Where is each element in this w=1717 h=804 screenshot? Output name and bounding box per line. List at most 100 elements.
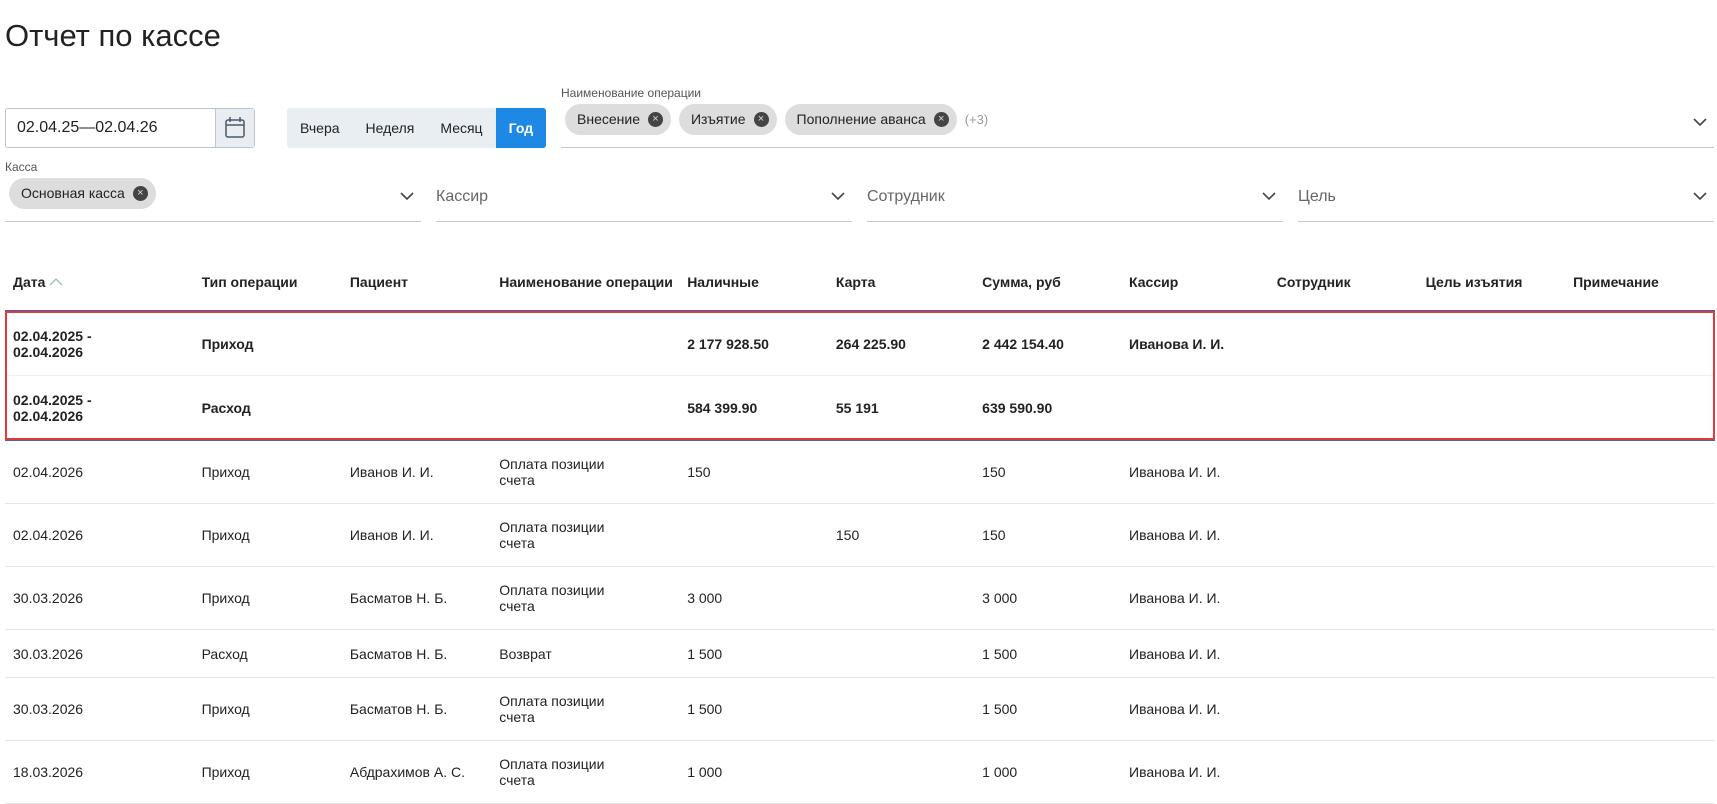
chip[interactable]: Изъятие × <box>678 104 777 135</box>
dropdown-arrow[interactable] <box>399 188 415 204</box>
cell <box>1417 629 1566 678</box>
cell: Иванова И. И. <box>1121 677 1269 741</box>
cell <box>1417 566 1566 630</box>
cell: Басматов Н. Б. <box>341 566 492 630</box>
cell: 264 225.90 <box>827 311 975 376</box>
cell: Приход <box>193 677 342 741</box>
column-header: Кассир <box>1129 274 1179 290</box>
cell: Возврат <box>491 629 680 678</box>
select[interactable]: Сотрудник <box>867 174 1283 222</box>
chip-label: Изъятие <box>690 111 746 127</box>
cell: 150 <box>827 503 975 567</box>
cell: 02.04.2026 <box>5 503 194 567</box>
chip[interactable]: Основная касса × <box>9 178 156 209</box>
column-header: Наличные <box>687 274 759 290</box>
more-count: (+3) <box>964 112 989 127</box>
column-header[interactable]: Дата <box>5 254 194 311</box>
cell: Оплата позиции счета <box>491 440 680 504</box>
cell <box>1565 440 1715 504</box>
select[interactable]: Цель <box>1298 174 1714 222</box>
cell: 1 500 <box>974 629 1122 678</box>
cell <box>679 503 828 567</box>
cell <box>1268 503 1418 567</box>
calendar-icon[interactable] <box>215 109 254 147</box>
cell <box>1565 677 1715 741</box>
cell <box>827 677 975 741</box>
period-buttons: Вчера Неделя Месяц Год <box>287 108 547 148</box>
cell <box>827 629 975 678</box>
period-button[interactable]: Год <box>495 108 547 148</box>
cell: Иванова И. И. <box>1121 740 1269 804</box>
dropdown-arrow[interactable] <box>830 188 846 204</box>
column-header: Наименование операции <box>499 274 673 290</box>
operation-select[interactable]: Наименование операции Внесение × Изъятие × П… <box>561 86 1714 148</box>
cell <box>1565 566 1715 630</box>
date-input[interactable]: 02.04.25—02.04.26 <box>5 108 255 148</box>
chip-remove[interactable]: × <box>647 112 663 127</box>
cell: Иванова И. И. <box>1121 503 1269 567</box>
select-label: Касса <box>5 160 38 174</box>
dropdown-arrow[interactable] <box>1692 188 1708 204</box>
sort-icon[interactable] <box>49 277 63 287</box>
cell <box>341 311 492 376</box>
chip-remove[interactable]: × <box>933 112 949 127</box>
cell <box>827 440 975 504</box>
cell: 30.03.2026 <box>5 677 194 741</box>
cell <box>1418 376 1565 441</box>
cell: 18.03.2026 <box>5 740 194 804</box>
cell <box>1565 376 1715 441</box>
chip-remove[interactable]: × <box>132 186 148 201</box>
cell: 2 177 928.50 <box>679 311 828 376</box>
dropdown-arrow[interactable] <box>1692 114 1708 130</box>
cell <box>1268 311 1418 376</box>
cell: 150 <box>679 440 828 504</box>
dropdown-arrow[interactable] <box>1261 188 1277 204</box>
cell: 1 000 <box>974 740 1122 804</box>
cell: 1 500 <box>679 677 828 741</box>
table-row: 18.03.2026 Приход Абдрахимов А. С. Оплата п… <box>5 740 1715 804</box>
cell: 02.04.2025 - 02.04.2026 <box>13 391 92 424</box>
cell: Расход <box>201 399 251 416</box>
column-header: Примечание <box>1573 274 1659 290</box>
cell: Иванов И. И. <box>341 440 492 504</box>
select[interactable]: Кассир <box>436 174 852 222</box>
cell <box>1417 440 1566 504</box>
column-header: Карта <box>835 274 876 290</box>
chip[interactable]: Внесение × <box>565 104 671 135</box>
chip[interactable]: Пополнение аванса × <box>784 104 957 135</box>
kassa-select[interactable]: Касса Основная касса × <box>5 160 421 222</box>
table-row: 30.03.2026 Приход Басматов Н. Б. Оплата поз… <box>5 677 1715 741</box>
placeholder: Цель <box>1298 188 1336 205</box>
cell: Оплата позиции счета <box>491 566 680 630</box>
cell: Оплата позиции счета <box>491 503 680 567</box>
cell <box>1269 376 1418 441</box>
report-table: Дата Тип операции Пациент Наименование опе… <box>5 254 1715 804</box>
table-row: 02.04.2026 Приход Иванов И. И. Оплата позиц… <box>5 440 1715 504</box>
chip-remove[interactable]: × <box>753 112 769 127</box>
cell: Оплата позиции счета <box>491 677 680 741</box>
cell <box>1417 740 1566 804</box>
cell <box>1565 503 1715 567</box>
cell: 150 <box>974 440 1122 504</box>
cell <box>1417 503 1566 567</box>
cell: 1 500 <box>974 677 1122 741</box>
cell: Абдрахимов А. С. <box>341 740 492 804</box>
cell: Расход <box>193 629 342 678</box>
period-button[interactable]: Неделя <box>365 120 415 136</box>
period-button[interactable]: Вчера <box>300 120 340 136</box>
chip-label: Основная касса <box>21 185 125 201</box>
column-header: Цель изъятия <box>1425 274 1523 290</box>
cell: Приход <box>193 740 342 804</box>
cell: 1 000 <box>679 740 828 804</box>
cell: Приход <box>193 440 342 504</box>
period-button[interactable]: Месяц <box>440 120 483 136</box>
summary: 02.04.2025 - 02.04.2026 Приход 2 177 928.5… <box>5 311 1715 440</box>
chips: Внесение × Изъятие × Пополнение аванса × (+3) <box>565 104 988 135</box>
column-header: Тип операции <box>201 274 298 290</box>
cell: Приход <box>193 311 342 376</box>
cell: 1 500 <box>679 629 828 678</box>
cell: 30.03.2026 <box>5 566 194 630</box>
cell: 150 <box>974 503 1122 567</box>
cell <box>491 311 680 376</box>
cell: Оплата позиции счета <box>491 740 680 804</box>
